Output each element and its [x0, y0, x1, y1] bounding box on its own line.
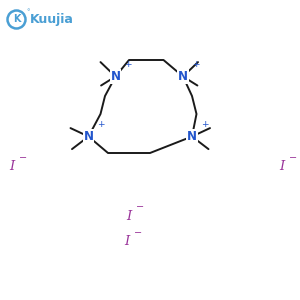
- Text: °: °: [27, 9, 30, 15]
- Text: I: I: [279, 160, 284, 173]
- Text: N: N: [110, 70, 121, 83]
- Text: −: −: [289, 153, 297, 163]
- Text: −: −: [19, 153, 27, 163]
- Text: N: N: [178, 70, 188, 83]
- Text: +: +: [124, 60, 132, 69]
- Text: +: +: [201, 120, 208, 129]
- Text: −: −: [134, 228, 142, 238]
- Text: I: I: [124, 235, 130, 248]
- Text: K: K: [13, 14, 20, 25]
- Text: +: +: [98, 120, 105, 129]
- Text: +: +: [192, 60, 200, 69]
- Text: N: N: [187, 130, 197, 143]
- Text: N: N: [83, 130, 94, 143]
- Text: I: I: [9, 160, 14, 173]
- Text: −: −: [136, 202, 144, 212]
- Text: Kuujia: Kuujia: [30, 13, 74, 26]
- Text: I: I: [126, 209, 131, 223]
